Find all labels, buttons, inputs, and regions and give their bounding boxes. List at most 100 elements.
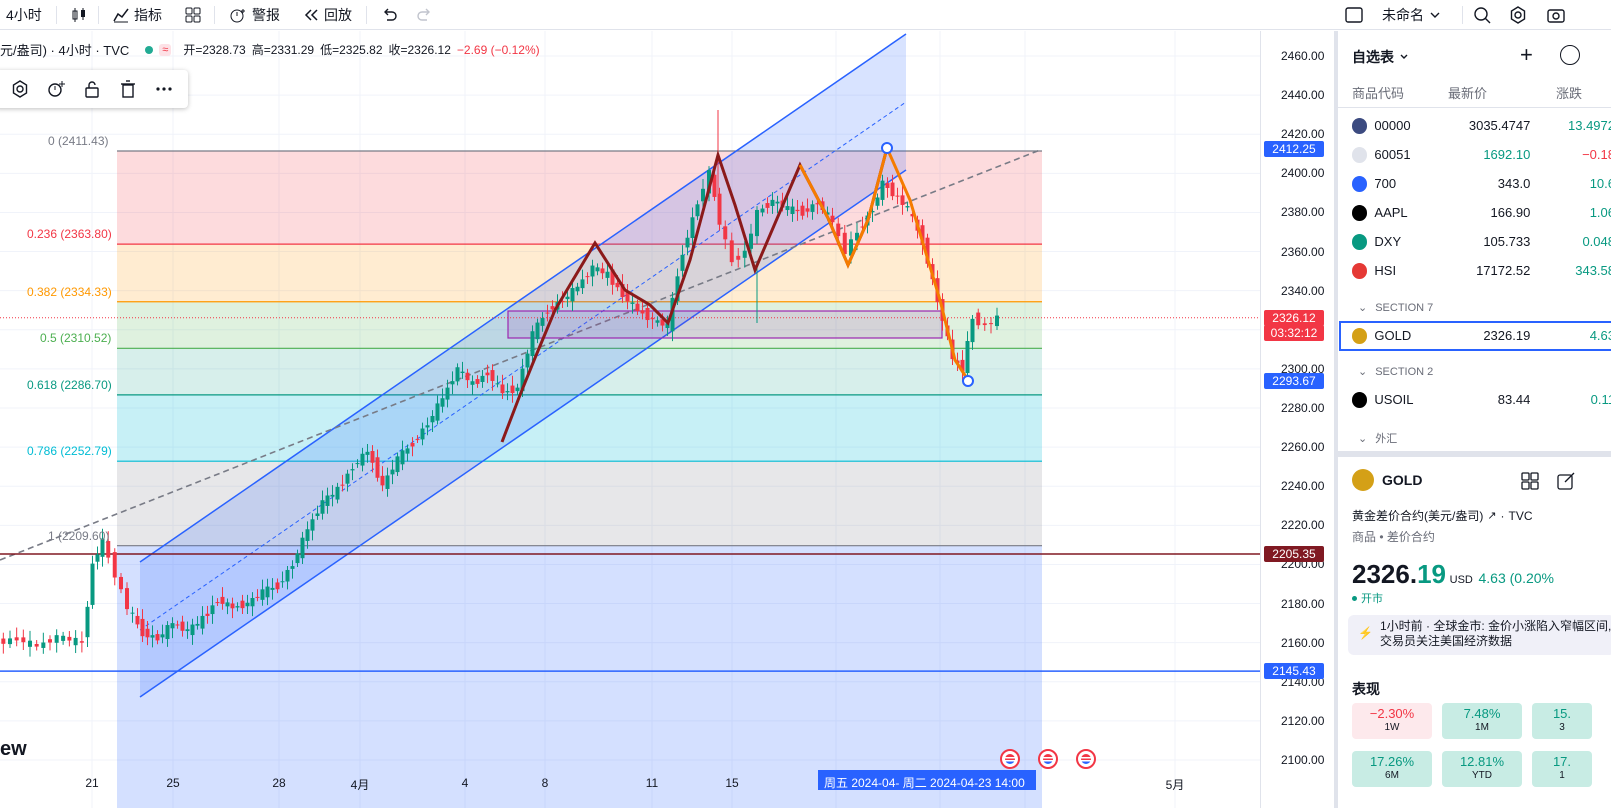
symbol-logo-icon (1352, 233, 1368, 250)
price-tick-label: 2260.00 (1281, 440, 1325, 455)
candle-body (180, 621, 185, 631)
advanced-view-button[interactable] (1560, 45, 1580, 65)
watchlist-change: −0.18 (1582, 147, 1611, 162)
candle-body (230, 603, 235, 609)
performance-period: 1 (1559, 770, 1565, 781)
settings-tool-button[interactable] (2, 79, 38, 99)
watchlist-symbol: USOIL (1374, 392, 1414, 407)
price-axis-badge: 2145.43 (1264, 663, 1324, 680)
event-flag[interactable] (1076, 749, 1096, 769)
candle-body (910, 214, 915, 217)
candle-body (112, 552, 117, 578)
candle-body (295, 553, 300, 564)
col-change[interactable]: 涨跌 (1556, 86, 1583, 101)
symbol-logo-icon (1352, 117, 1368, 134)
candle-body (830, 215, 835, 223)
alerts-button[interactable]: 警报 (228, 0, 280, 30)
detail-name[interactable]: 黄金差价合约(美元/盎司) ↗ · TVC (1352, 507, 1533, 524)
layout-name-button[interactable]: 未命名 (1382, 0, 1442, 30)
watchlist-row[interactable]: AAPL 166.90 1.06 (1342, 198, 1611, 227)
performance-cell[interactable]: −2.30% 1W (1352, 703, 1432, 739)
performance-cell[interactable]: 12.81% YTD (1442, 751, 1522, 787)
indicators-button[interactable]: 指标 (112, 0, 162, 30)
delete-tool-button[interactable] (110, 79, 146, 99)
undo-button[interactable] (380, 0, 398, 30)
grid-view-button[interactable] (1520, 471, 1540, 494)
time-tick-label: 21 (85, 776, 99, 790)
price-axis-badge: 2326.12 (1264, 309, 1324, 326)
candle-body (510, 385, 515, 394)
candle-body (260, 589, 265, 600)
pattern-line (885, 147, 970, 381)
settings-button[interactable] (1508, 0, 1528, 30)
candle-body (280, 581, 285, 583)
candle-body (340, 484, 345, 486)
watchlist-last: 3035.4747 (1468, 118, 1531, 133)
candle-body (525, 353, 530, 368)
performance-cell[interactable]: 7.48% 1M (1442, 703, 1522, 739)
layouts-button[interactable] (184, 0, 202, 30)
watchlist-row[interactable]: USOIL 83.44 0.11 (1342, 385, 1611, 414)
candle-body (655, 320, 660, 323)
performance-cell[interactable]: 17.26% 6M (1352, 751, 1432, 787)
candle-body (255, 596, 260, 598)
more-tool-button[interactable] (146, 79, 182, 99)
camera-button[interactable] (1546, 0, 1566, 30)
candle-body (385, 475, 390, 489)
col-last[interactable]: 最新价 (1448, 86, 1488, 101)
candle-body (150, 635, 155, 638)
watchlist-row[interactable]: HSI 17172.52 343.58 (1342, 256, 1611, 285)
candle-body (885, 183, 890, 188)
add-symbol-button[interactable]: + (1520, 42, 1533, 67)
col-symbol[interactable]: 商品代码 (1352, 86, 1405, 101)
candle-body (836, 223, 841, 237)
candle-body (275, 582, 280, 590)
fib-level-label: 0 (2411.43) (48, 133, 109, 148)
candle-body (890, 182, 895, 197)
candle-body (900, 195, 905, 205)
event-flag[interactable] (1038, 749, 1058, 769)
watchlist-row[interactable]: DXY 105.733 0.048 (1342, 227, 1611, 256)
chevron-down-icon: ⌄ (1358, 366, 1368, 378)
performance-cell[interactable]: 15. 3 (1532, 703, 1592, 739)
watchlist-row[interactable]: 00000 3035.4747 13.4972 (1342, 111, 1611, 140)
replay-button[interactable]: 回放 (302, 0, 352, 30)
quick-search-button[interactable] (1472, 0, 1492, 30)
redo-button[interactable] (416, 0, 434, 30)
watchlist-section[interactable]: ⌄ SECTION 2 (1358, 365, 1433, 379)
candle-body (125, 588, 129, 610)
candle-body (73, 637, 78, 646)
chart-type-button[interactable] (70, 0, 88, 30)
fullscreen-button[interactable] (1344, 0, 1364, 30)
price-tick-label: 2340.00 (1281, 283, 1325, 298)
alert-tool-button[interactable] (38, 79, 74, 99)
candle-body (665, 323, 670, 329)
candle-body (600, 268, 605, 274)
event-flag[interactable] (1000, 749, 1020, 769)
watchlist-section[interactable]: ⌄ 外汇 (1358, 430, 1397, 446)
watchlist-change: 1.06 (1589, 205, 1611, 220)
candle-body (645, 308, 650, 321)
news-card[interactable]: ⚡ 1小时前 · 全球金市: 金价小涨陷入窄幅区间, 交易员关注美国经济数据 (1348, 615, 1611, 655)
candle-body (205, 613, 210, 616)
watchlist-section[interactable]: ⌄ SECTION 7 (1358, 301, 1434, 315)
candle-body (170, 623, 175, 629)
watchlist-menu-button[interactable]: 自选表 (1352, 47, 1410, 67)
watchlist-row[interactable]: 60051 1692.10 −0.18 (1342, 140, 1611, 169)
candle-body (500, 384, 505, 394)
edit-button[interactable] (1556, 471, 1576, 494)
anchor-point (881, 142, 893, 154)
candle-body (390, 469, 395, 475)
section-label: SECTION 7 (1375, 301, 1434, 314)
price-chart[interactable] (0, 31, 1260, 808)
watchlist-row[interactable]: GOLD 2326.19 4.63 (1342, 321, 1611, 350)
lock-tool-button[interactable] (74, 79, 110, 99)
candle-body (625, 291, 630, 302)
interval-button[interactable]: 4小时 (6, 0, 42, 30)
watchlist-row[interactable]: 700 343.0 10.6 (1342, 169, 1611, 198)
performance-cell[interactable]: 17. 1 (1532, 751, 1592, 787)
search-icon (1474, 7, 1491, 24)
candle-body (325, 495, 330, 506)
chart-pane[interactable] (0, 31, 1260, 808)
candle-body (160, 634, 165, 638)
